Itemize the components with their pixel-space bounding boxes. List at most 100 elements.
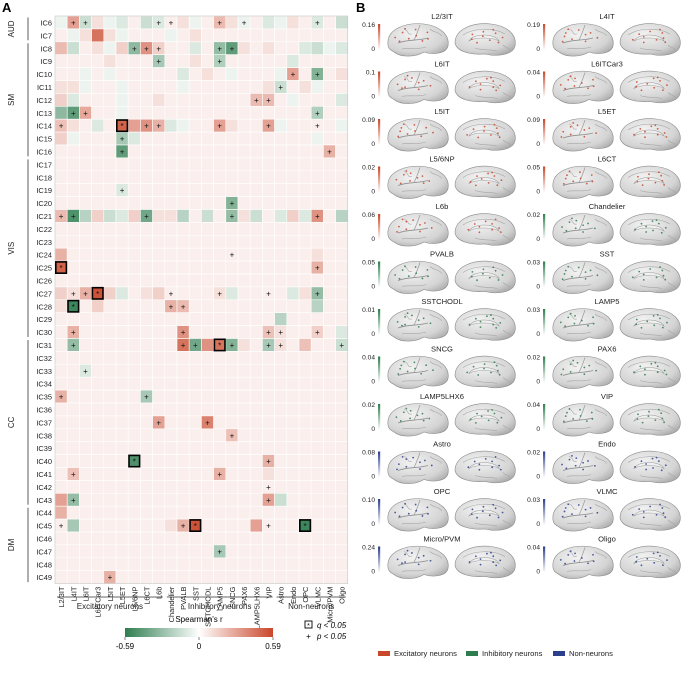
medial-sulci [462, 171, 512, 194]
heatmap-cell [79, 518, 92, 533]
heatmap-cell [164, 376, 178, 391]
brain-map: L5ET 0.09 0 [527, 107, 681, 152]
heatmap-cell [225, 286, 239, 301]
heatmap-cell [188, 247, 202, 262]
column-group-label: Excitatory neurons [77, 602, 143, 611]
heatmap-cell [54, 557, 68, 571]
heatmap-cell [274, 28, 288, 43]
heatmap-cell [262, 209, 275, 223]
heatmap-cell [310, 505, 324, 520]
row-label: IC18 [36, 173, 52, 182]
heatmap-cell [213, 531, 227, 546]
brain-map-title: SSTCHODL [421, 297, 462, 306]
heatmap-cell [249, 441, 263, 455]
heatmap-cell [298, 480, 312, 494]
heatmap-cell [213, 235, 227, 249]
sylvian-fissure [397, 417, 429, 424]
p-significance-mark: + [169, 18, 174, 27]
heatmap-cell [103, 260, 117, 275]
p-significance-mark: + [266, 457, 271, 466]
heatmap-cell [249, 170, 263, 185]
brain-map: L6b 0.06 0 [362, 202, 516, 247]
central-sulcus [578, 309, 586, 326]
heatmap-cell [286, 505, 300, 520]
brain-medial-view [454, 118, 516, 151]
heatmap-cell [91, 325, 105, 339]
p-significance-mark: + [217, 57, 222, 66]
column-label: OPC [301, 586, 310, 603]
heatmap-cell [103, 131, 117, 146]
heatmap-cell [298, 28, 312, 43]
heatmap-cell [298, 144, 312, 159]
heatmap-cell [286, 131, 300, 146]
heatmap-cell [298, 247, 312, 262]
central-sulcus [578, 357, 586, 373]
heatmap-cell [188, 544, 202, 559]
heatmap-cell [91, 518, 105, 533]
heatmap-cell [66, 183, 80, 197]
heatmap-cell [188, 467, 202, 481]
heatmap-cell [176, 273, 190, 288]
heatmap-cell [176, 54, 190, 68]
heatmap-cell [91, 402, 105, 417]
brain-map-colorbar [543, 546, 546, 573]
row-label: IC32 [36, 354, 52, 363]
heatmap-cell [323, 325, 336, 339]
heatmap-cell [262, 222, 275, 236]
q-significance-box [54, 261, 68, 274]
heatmap-cell [115, 299, 129, 313]
heatmap-cell [249, 531, 263, 546]
heatmap-cell [274, 428, 288, 442]
heatmap-cell [66, 389, 80, 404]
column-label: Oligo [338, 587, 347, 604]
heatmap-cell [54, 54, 68, 68]
heatmap-cell [164, 531, 178, 546]
brain-map-title: Astro [433, 440, 451, 449]
heatmap-cell [188, 157, 202, 172]
q-significance-mark: * [133, 458, 136, 467]
heatmap-cell [103, 492, 117, 507]
sylvian-fissure [562, 322, 594, 329]
corpus-callosum [468, 272, 500, 280]
sylvian-fissure [397, 370, 429, 376]
heatmap-cell [298, 118, 312, 133]
heatmap-cell [249, 273, 263, 288]
central-sulcus [413, 499, 421, 516]
p-significance-mark: + [71, 109, 76, 118]
heatmap-cell [103, 557, 117, 571]
heatmap-cell [79, 170, 92, 185]
heatmap-cell [201, 286, 214, 301]
heatmap-cell [152, 325, 166, 339]
heatmap-cell [310, 235, 324, 249]
heatmap-cell [262, 363, 275, 378]
brain-map-vmin: 0 [371, 94, 375, 101]
heatmap-cell [249, 363, 263, 378]
heatmap-cell [237, 273, 251, 288]
p-significance-mark: + [181, 328, 186, 337]
heatmap-cell [115, 454, 129, 468]
brain-map-spots [559, 312, 668, 329]
heatmap-cell [310, 131, 324, 146]
brain-medial-view [619, 70, 681, 104]
heatmap-cell [225, 80, 239, 94]
heatmap-cell [298, 570, 312, 584]
p-significance-mark: + [266, 483, 271, 492]
heatmap-cell [152, 273, 166, 288]
heatmap-cell [323, 454, 336, 468]
column-group-brackets: Excitatory neurons Inhibitory neurons Non-… [57, 596, 346, 611]
row-label: IC25 [36, 264, 52, 273]
heatmap-cell [237, 286, 251, 301]
heatmap-cell [127, 351, 141, 365]
heatmap-cell [188, 106, 202, 120]
heatmap-cell [164, 157, 178, 172]
heatmap-cell [237, 131, 251, 146]
row-label: IC22 [36, 225, 52, 234]
heatmap-cell [249, 157, 263, 172]
heatmap-cell [201, 247, 214, 262]
heatmap-cell [103, 247, 117, 262]
heatmap-cell [140, 505, 153, 520]
brain-map-title: PVALB [430, 250, 454, 259]
medial-sulci [462, 218, 512, 242]
heatmap-cell [225, 93, 239, 107]
brain-medial-view [454, 165, 516, 199]
